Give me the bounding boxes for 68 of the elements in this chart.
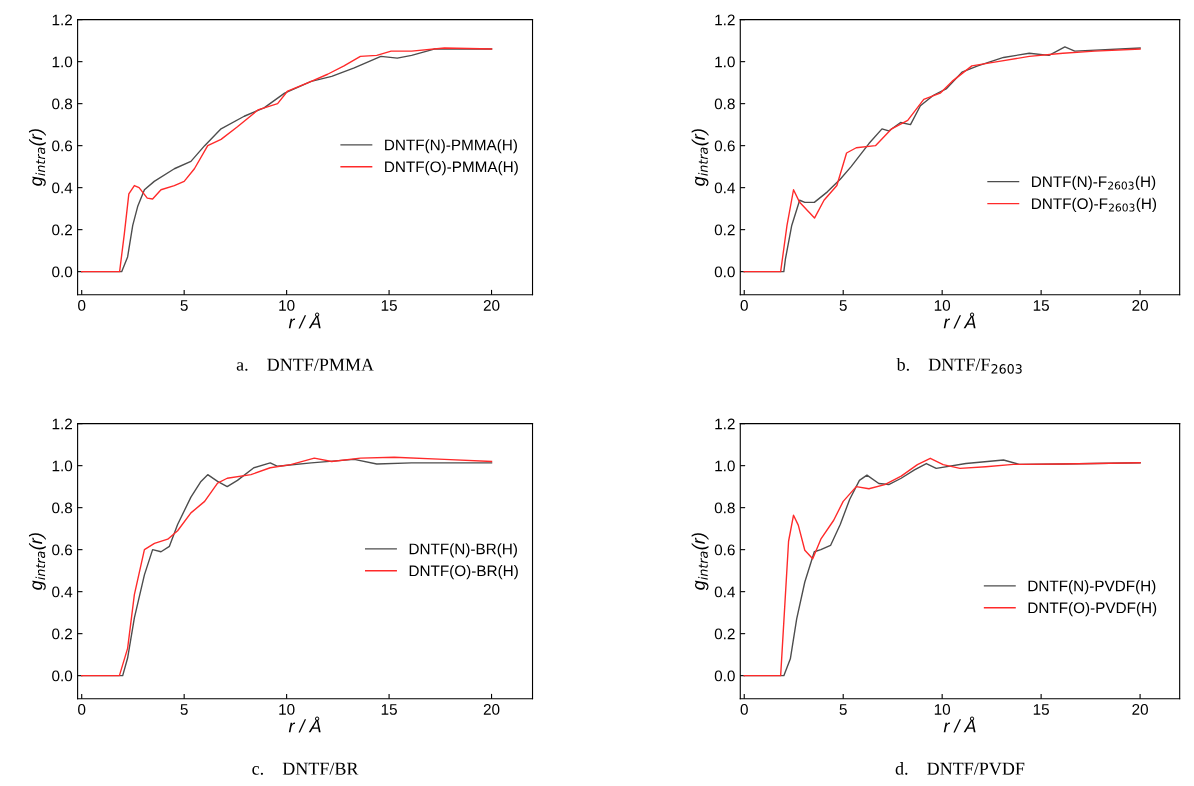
x-tick-label: 5: [839, 704, 847, 715]
y-tick-label: 1.0: [52, 460, 73, 472]
y-tick-label: 0.8: [52, 98, 73, 110]
y-tick-label: 0.6: [714, 544, 735, 556]
x-axis-title: r / Å: [943, 312, 976, 329]
legend-label: DNTF(O)-F$_{2603}$(H): [1032, 197, 1157, 213]
legend-label: DNTF(N)-PVDF(H): [1028, 580, 1156, 595]
x-tick-label: 15: [1033, 300, 1049, 311]
legend-label: DNTF(N)-BR(H): [409, 543, 517, 558]
y-tick-label: 0.2: [52, 224, 72, 236]
legend-label: DNTF(N)-PMMA(H): [385, 139, 517, 154]
y-tick-label: 0.6: [52, 140, 73, 152]
y-tick-label: 0.4: [714, 182, 735, 194]
y-tick-label: 0.0: [52, 266, 73, 278]
x-tick-label: 15: [1033, 704, 1049, 715]
y-tick-label: 1.0: [715, 56, 735, 68]
y-axis-title: g$_{intra}$(r): [28, 129, 46, 187]
x-tick-label: 0: [740, 704, 748, 715]
x-tick-label: 0: [740, 300, 748, 311]
y-tick-label: 1.0: [715, 460, 735, 472]
y-tick-label: 0.0: [714, 670, 735, 682]
x-tick-label: 15: [381, 300, 397, 311]
x-tick-label: 5: [180, 704, 188, 715]
x-tick-label: 15: [381, 704, 397, 715]
legend-label: DNTF(O)-BR(H): [409, 565, 518, 580]
y-tick-label: 0.4: [714, 586, 735, 598]
y-axis-title: g$_{intra}$(r): [691, 129, 709, 187]
x-axis-title: r / Å: [288, 716, 321, 733]
y-tick-label: 0.0: [52, 670, 73, 682]
y-tick-label: 0.2: [52, 628, 72, 640]
y-axis-title: g$_{intra}$(r): [691, 533, 709, 591]
x-axis-title: r / Å: [943, 716, 976, 733]
y-tick-label: 0.8: [714, 502, 735, 514]
y-tick-label: 0.8: [52, 502, 73, 514]
legend-label: DNTF(O)-PVDF(H): [1028, 601, 1157, 617]
text: a. DNTF/PMMA: [236, 358, 374, 371]
y-tick-label: 0.6: [52, 544, 73, 556]
y-tick-label: 0.4: [52, 586, 73, 598]
x-tick-label: 10: [934, 704, 951, 715]
x-tick-label: 10: [934, 300, 951, 311]
x-tick-label: 20: [1132, 300, 1148, 311]
x-tick-label: 5: [180, 300, 188, 311]
x-tick-label: 20: [483, 704, 500, 715]
x-tick-label: 5: [839, 300, 847, 311]
y-tick-label: 1.2: [52, 14, 72, 26]
y-tick-label: 1.2: [715, 14, 735, 26]
y-tick-label: 0.8: [714, 98, 735, 110]
y-tick-label: 0.6: [714, 140, 735, 152]
y-tick-label: 0.2: [714, 224, 735, 236]
text: c. DNTF/BR: [252, 762, 359, 775]
y-tick-label: 0.2: [714, 628, 735, 640]
x-tick-label: 10: [279, 704, 295, 715]
x-tick-label: 10: [279, 300, 295, 311]
x-axis-title: r / Å: [288, 312, 321, 329]
y-tick-label: 0.0: [714, 266, 735, 278]
x-tick-label: 0: [78, 300, 86, 311]
y-tick-label: 1.0: [52, 56, 73, 68]
legend-label: DNTF(O)-PMMA(H): [385, 161, 518, 176]
y-axis-title: g$_{intra}$(r): [28, 533, 46, 591]
legend-label: DNTF(N)-F$_{2603}$(H): [1032, 175, 1156, 191]
y-tick-label: 1.2: [52, 418, 72, 430]
x-tick-label: 20: [1132, 704, 1148, 715]
text: d. DNTF/PVDF: [895, 762, 1025, 775]
y-tick-label: 0.4: [52, 182, 73, 194]
y-tick-label: 1.2: [715, 418, 735, 430]
x-tick-label: 20: [483, 300, 500, 311]
x-tick-label: 0: [78, 704, 86, 715]
text: b. DNTF/F$_{2603}$: [896, 357, 1022, 374]
